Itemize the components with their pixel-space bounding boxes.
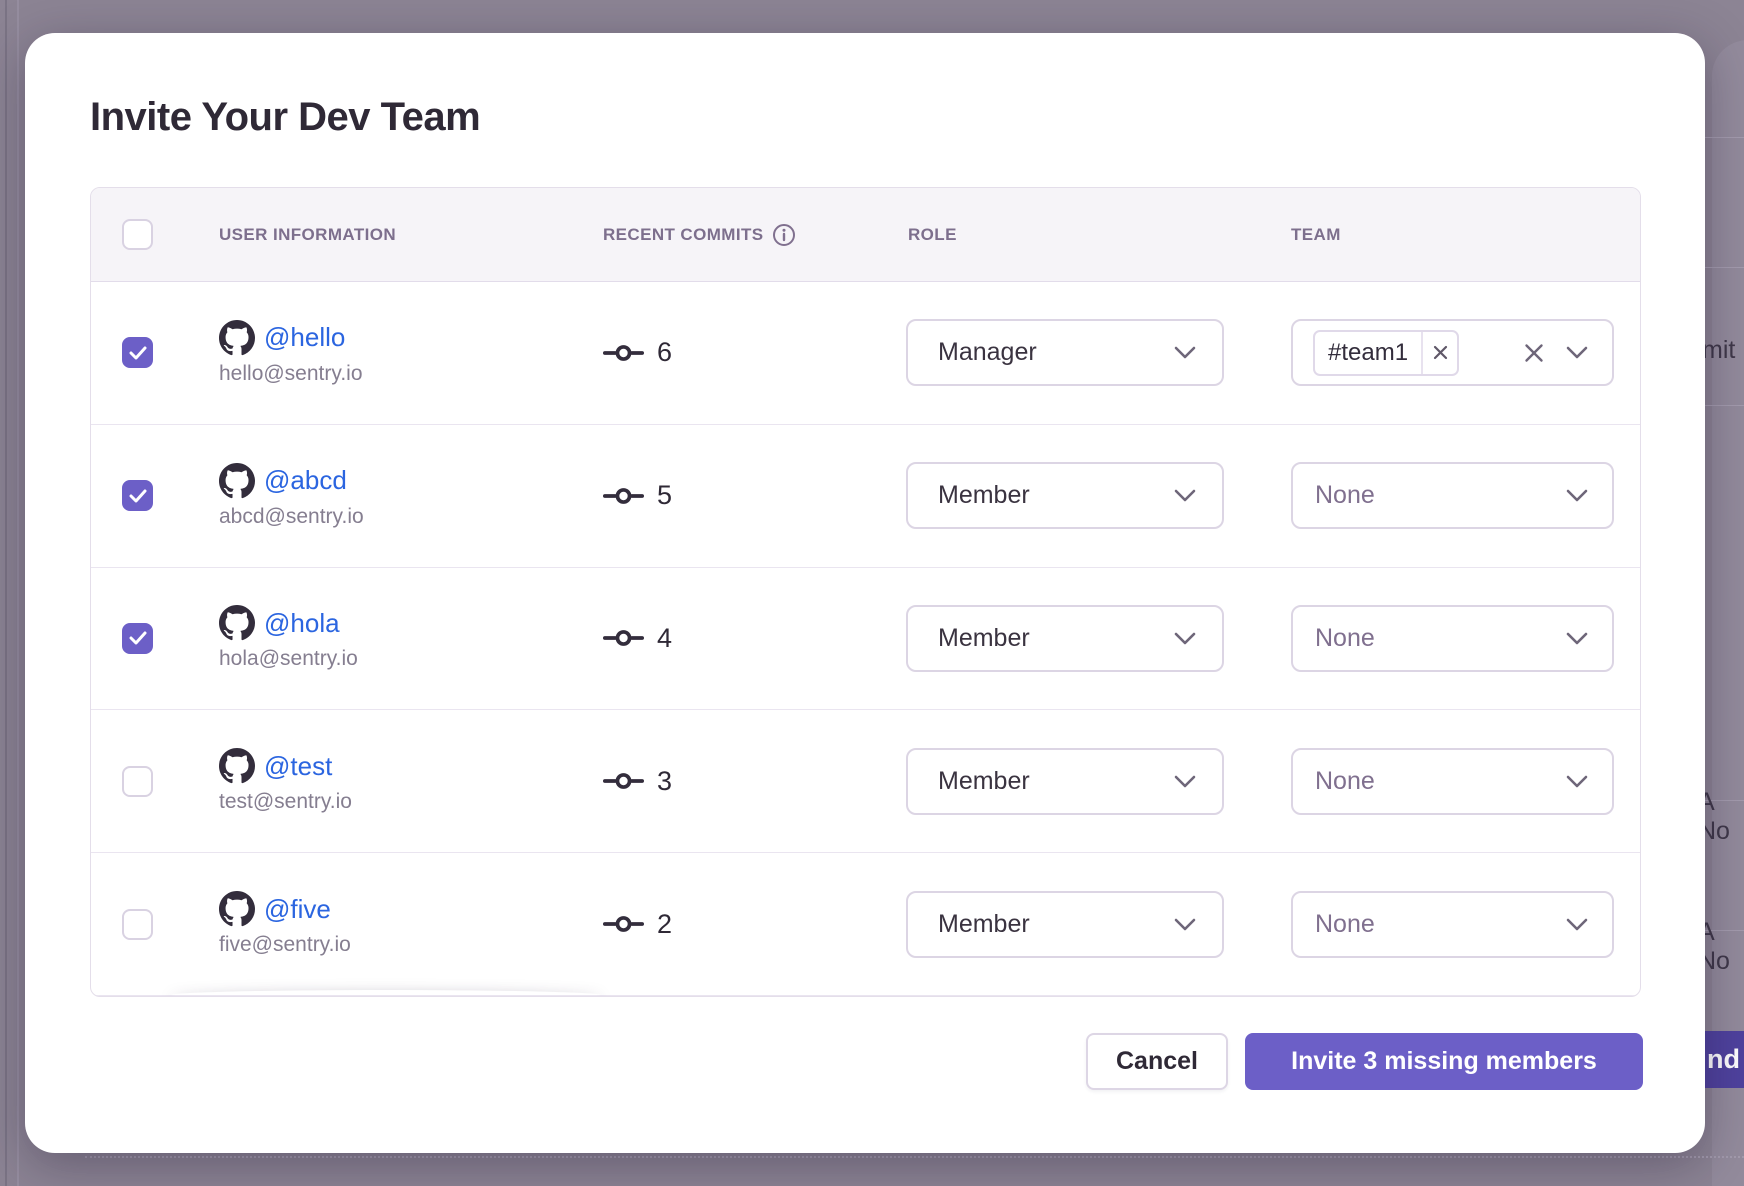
modal-title: Invite Your Dev Team — [90, 95, 481, 139]
row-checkbox[interactable] — [122, 765, 153, 797]
user-email: hola@sentry.io — [219, 647, 358, 671]
table-row: @five five@sentry.io 2 Member None — [91, 853, 1640, 996]
cancel-button[interactable]: Cancel — [1086, 1033, 1228, 1090]
github-icon — [219, 319, 255, 356]
column-header-team: TEAM — [1291, 224, 1341, 244]
row-checkbox[interactable] — [122, 480, 153, 512]
chevron-down-icon — [1174, 775, 1196, 788]
role-select[interactable]: Member — [906, 747, 1224, 815]
commit-count: 4 — [657, 622, 673, 653]
row-checkbox[interactable] — [122, 908, 153, 940]
chevron-down-icon — [1566, 632, 1588, 645]
chevron-down-icon — [1566, 346, 1588, 359]
git-commit-icon — [603, 912, 644, 936]
chevron-down-icon — [1174, 346, 1196, 359]
modal-footer: Cancel Invite 3 missing members — [1086, 1033, 1643, 1090]
background-button-fragment: nd — [1698, 1031, 1744, 1088]
team-multiselect[interactable]: #team1 — [1291, 319, 1614, 387]
role-select[interactable]: Member — [906, 604, 1224, 672]
chevron-down-icon — [1566, 918, 1588, 931]
invite-dev-team-modal: Invite Your Dev Team USER INFORMATION RE… — [25, 33, 1705, 1153]
background-row-divider — [1704, 267, 1744, 268]
background-card-edge — [1712, 40, 1744, 1186]
background-row-divider — [1704, 137, 1744, 138]
invite-members-button[interactable]: Invite 3 missing members — [1245, 1033, 1643, 1090]
invite-members-table: USER INFORMATION RECENT COMMITS ROLE TEA… — [90, 187, 1641, 997]
username-link[interactable]: @hello — [264, 322, 346, 353]
clear-selection-icon[interactable] — [1524, 343, 1544, 363]
git-commit-icon — [603, 484, 644, 508]
user-email: five@sentry.io — [219, 933, 351, 957]
role-select[interactable]: Member — [906, 462, 1224, 530]
remove-team-icon[interactable] — [1421, 331, 1457, 374]
role-select[interactable]: Manager — [906, 319, 1224, 387]
background-text-fragment: mit — [1702, 336, 1736, 364]
chevron-down-icon — [1174, 918, 1196, 931]
github-icon — [219, 605, 255, 641]
table-row: @abcd abcd@sentry.io 5 Member None — [91, 425, 1640, 568]
table-header-row: USER INFORMATION RECENT COMMITS ROLE TEA… — [91, 188, 1640, 282]
git-commit-icon — [603, 626, 644, 650]
github-icon — [219, 891, 255, 927]
github-icon — [219, 748, 255, 784]
github-icon — [219, 462, 255, 499]
column-header-role: ROLE — [908, 224, 957, 244]
background-divider — [5, 0, 7, 1186]
table-row: @hola hola@sentry.io 4 Member None — [91, 568, 1640, 711]
team-chip: #team1 — [1313, 329, 1460, 376]
team-select[interactable]: None — [1291, 462, 1614, 530]
row-checkbox[interactable] — [122, 337, 153, 369]
column-header-user-information: USER INFORMATION — [219, 224, 397, 244]
commit-count: 6 — [657, 337, 673, 368]
row-checkbox[interactable] — [122, 622, 153, 654]
table-row: @hello hello@sentry.io 6 Manager — [91, 282, 1640, 425]
team-select[interactable]: None — [1291, 604, 1614, 672]
git-commit-icon — [603, 341, 644, 365]
username-link[interactable]: @test — [264, 750, 333, 781]
chevron-down-icon — [1174, 489, 1196, 502]
commit-count: 5 — [657, 480, 673, 511]
table-scroll-shadow — [171, 990, 601, 996]
background-dotted-divider — [85, 1156, 1744, 1158]
username-link[interactable]: @five — [264, 893, 331, 924]
background-row-divider — [1704, 930, 1744, 931]
info-icon[interactable] — [772, 223, 796, 247]
chevron-down-icon — [1566, 489, 1588, 502]
user-email: abcd@sentry.io — [219, 504, 364, 528]
team-chip-label: #team1 — [1328, 338, 1409, 366]
commit-count: 2 — [657, 908, 673, 939]
user-email: hello@sentry.io — [219, 361, 363, 385]
chevron-down-icon — [1566, 775, 1588, 788]
chevron-down-icon — [1174, 632, 1196, 645]
username-link[interactable]: @hola — [264, 607, 340, 638]
background-row-divider — [1704, 405, 1744, 406]
git-commit-icon — [603, 769, 644, 793]
team-select[interactable]: None — [1291, 890, 1614, 958]
select-all-checkbox[interactable] — [122, 219, 153, 250]
column-header-recent-commits: RECENT COMMITS — [601, 223, 906, 247]
background-row-divider — [1704, 800, 1744, 801]
commit-count: 3 — [657, 765, 673, 796]
user-email: test@sentry.io — [219, 790, 352, 814]
username-link[interactable]: @abcd — [264, 465, 347, 496]
team-select[interactable]: None — [1291, 747, 1614, 815]
table-row: @test test@sentry.io 3 Member None — [91, 710, 1640, 854]
background-divider — [17, 0, 19, 1186]
role-select[interactable]: Member — [906, 890, 1224, 958]
